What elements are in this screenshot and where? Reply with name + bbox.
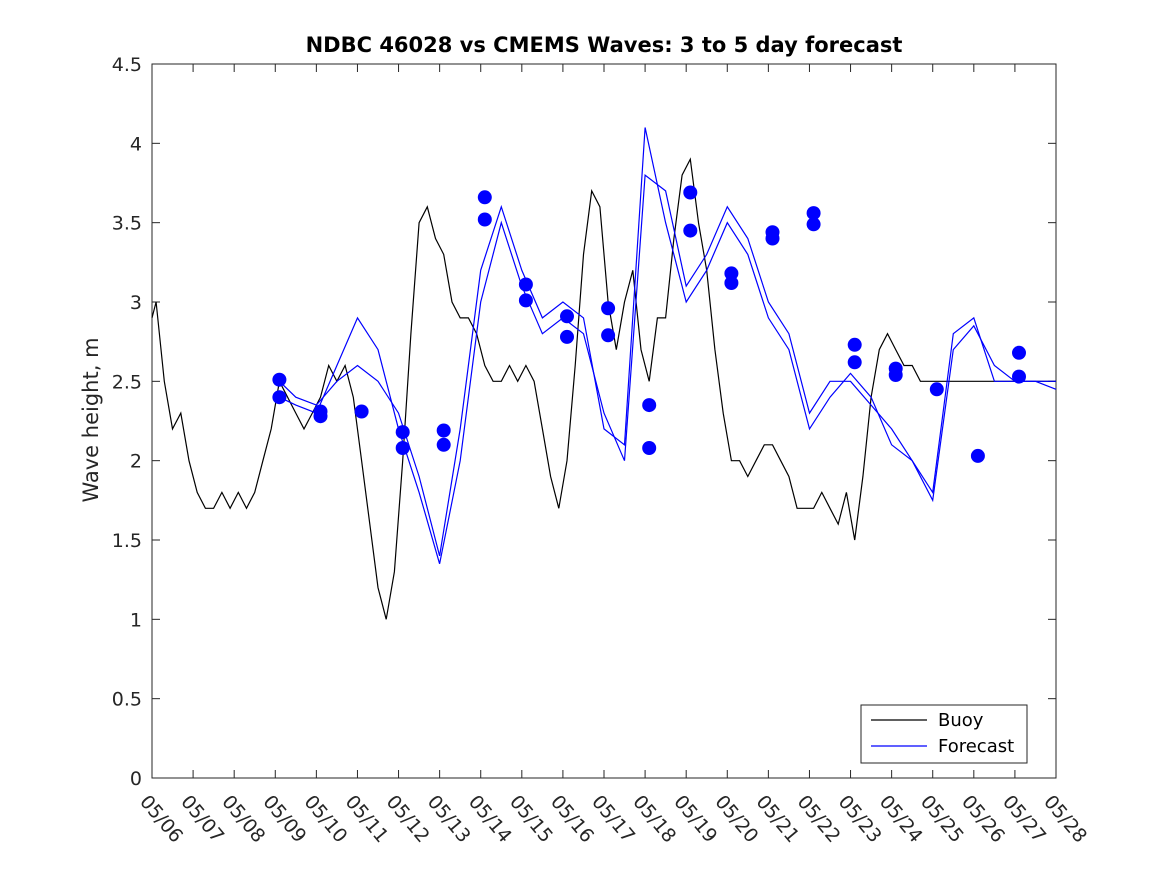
y-tick-label: 4: [130, 133, 142, 155]
x-tick-label: 05/18: [628, 791, 680, 847]
forecast-marker: [847, 355, 862, 370]
forecast-marker: [601, 328, 616, 343]
forecast-marker: [477, 190, 492, 205]
forecast-marker: [395, 441, 410, 455]
forecast-marker: [1012, 369, 1026, 384]
x-tick-label: 05/08: [217, 791, 269, 847]
forecast-marker: [436, 437, 451, 452]
forecast-marker: [601, 301, 616, 316]
forecast-marker: [436, 423, 451, 438]
forecast-marker: [642, 441, 657, 455]
forecast-marker: [683, 223, 698, 238]
y-tick-label: 0: [130, 768, 142, 790]
plot-area: [151, 63, 1057, 779]
x-tick-label: 05/25: [916, 791, 968, 847]
x-tick-label: 05/13: [423, 791, 475, 847]
x-tick-label: 05/06: [135, 791, 187, 847]
buoy-series: [151, 157, 1056, 620]
forecast-marker: [354, 404, 369, 419]
y-tick-label: 4.5: [112, 54, 142, 76]
y-tick-label: 1: [130, 609, 142, 631]
x-tick-label: 05/10: [300, 791, 352, 847]
forecast-marker: [560, 309, 574, 324]
y-tick-label: 3.5: [112, 213, 142, 235]
x-tick-label: 05/22: [793, 791, 845, 847]
forecast-marker: [518, 277, 533, 292]
x-tick-label: 05/28: [1039, 791, 1091, 847]
forecast-marker: [313, 409, 328, 424]
forecast-marker: [888, 368, 903, 382]
forecast-marker: [765, 231, 780, 246]
y-tick-label: 1.5: [112, 530, 142, 552]
x-tick-label: 05/26: [957, 791, 1009, 847]
forecast-marker: [272, 372, 287, 387]
forecast-marker: [395, 425, 410, 440]
forecast-marker: [806, 206, 821, 221]
forecast-marker: [642, 398, 657, 413]
buoy-line: [151, 157, 1056, 620]
x-tick-label: 05/17: [587, 791, 639, 847]
forecast-markers: [272, 185, 1026, 463]
x-tick-label: 05/15: [505, 791, 557, 847]
forecast-marker: [272, 390, 287, 405]
legend-forecast-label: Forecast: [938, 736, 1014, 757]
forecast-marker: [806, 217, 821, 232]
y-tick-label: 3: [130, 292, 142, 314]
y-tick-label: 0.5: [112, 689, 142, 711]
y-tick-label: 2: [130, 451, 142, 473]
x-tick-label: 05/20: [710, 791, 762, 847]
x-tick-label: 05/23: [834, 791, 886, 847]
y-axis-label: Wave height, m: [79, 337, 103, 502]
forecast-marker: [477, 212, 492, 227]
x-tick-label: 05/19: [669, 791, 721, 847]
forecast-marker: [518, 293, 533, 308]
x-tick-label: 05/12: [382, 791, 434, 847]
legend-buoy-label: Buoy: [938, 710, 984, 731]
x-tick-label: 05/21: [752, 791, 804, 847]
chart-title: NDBC 46028 vs CMEMS Waves: 3 to 5 day fo…: [306, 33, 903, 57]
forecast-marker: [560, 329, 574, 344]
forecast-marker: [970, 448, 985, 463]
forecast-marker: [847, 337, 862, 352]
x-tick-label: 05/16: [546, 791, 598, 847]
forecast-marker: [929, 382, 944, 397]
x-tick-label: 05/07: [176, 791, 228, 847]
forecast-marker: [683, 185, 698, 200]
x-tick-label: 05/14: [464, 791, 516, 847]
x-tick-label: 05/27: [998, 791, 1050, 847]
x-tick-label: 05/11: [341, 791, 393, 847]
x-tick-label: 05/09: [258, 791, 310, 847]
forecast-marker: [1012, 345, 1026, 360]
legend-box: [860, 704, 1028, 764]
y-tick-label: 2.5: [112, 371, 142, 393]
forecast-marker: [724, 276, 739, 290]
forecast-marker: [724, 266, 739, 281]
legend: Buoy Forecast: [860, 704, 1028, 764]
x-tick-label: 05/24: [875, 791, 927, 847]
